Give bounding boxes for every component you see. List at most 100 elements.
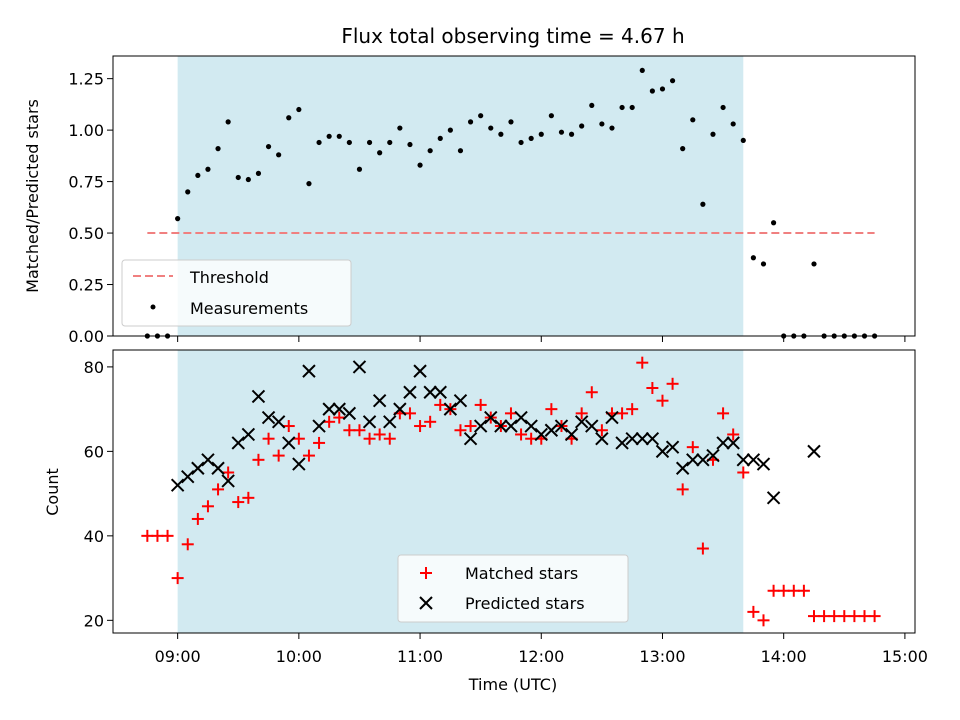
predicted-star-point	[585, 419, 599, 433]
measurement-point	[680, 146, 686, 152]
measurement-point	[447, 127, 453, 133]
matched-star-point	[818, 610, 831, 623]
x-tick-label: 10:00	[276, 647, 322, 666]
x-tick-label: 14:00	[761, 647, 807, 666]
predicted-star-point	[574, 415, 589, 429]
y-tick-label: 80	[84, 358, 104, 377]
x-tick-label: 13:00	[639, 647, 685, 666]
predicted-star-point	[221, 474, 235, 488]
predicted-star-point	[665, 440, 680, 454]
measurement-point	[377, 150, 383, 156]
legend-matched-label: Matched stars	[465, 564, 578, 583]
matched-star-point	[454, 424, 467, 437]
predicted-star-point	[393, 402, 407, 416]
predicted-star-point	[251, 389, 266, 404]
measurement-point	[558, 129, 565, 135]
matched-star-point	[737, 466, 750, 479]
measurement-point	[366, 139, 373, 146]
measurement-point	[235, 174, 241, 181]
predicted-star-point	[736, 453, 750, 467]
y-tick-label: 60	[84, 442, 104, 461]
bottom-legend: Matched stars Predicted stars	[397, 554, 629, 623]
predicted-star-point	[746, 453, 761, 467]
legend-predicted-swatch	[419, 596, 433, 610]
measurement-point	[649, 88, 655, 94]
measurement-point	[720, 104, 726, 111]
measurement-point	[185, 189, 191, 195]
predicted-star-point	[261, 410, 276, 425]
matched-star-point	[201, 500, 214, 513]
predicted-star-point	[403, 385, 417, 399]
matched-star-point	[545, 403, 558, 416]
matched-star-point	[181, 538, 194, 551]
measurement-point	[387, 139, 393, 146]
matched-star-point	[474, 398, 487, 411]
predicted-star-point	[362, 415, 377, 429]
matched-star-point	[717, 407, 730, 420]
predicted-star-point	[302, 364, 316, 378]
matched-star-point	[242, 491, 255, 504]
measurement-point	[255, 170, 262, 176]
measurement-point	[488, 125, 494, 131]
matched-star-point	[595, 424, 608, 437]
predicted-star-point	[423, 385, 437, 399]
y-tick-label: 0.50	[68, 224, 104, 243]
predicted-star-point	[181, 470, 195, 484]
matched-star-point	[515, 428, 528, 441]
predicted-star-point	[463, 431, 478, 446]
predicted-star-point	[716, 436, 730, 450]
matched-star-point	[343, 424, 356, 437]
chart-title: Flux total observing time = 4.67 h	[341, 24, 684, 48]
measurement-point	[195, 172, 201, 179]
matched-star-point	[403, 407, 416, 420]
measurement-point	[629, 104, 635, 111]
measurement-point	[740, 137, 746, 144]
measurement-point	[346, 139, 352, 146]
measurement-point	[276, 152, 282, 158]
matched-star-point	[464, 420, 477, 433]
matched-star-point	[161, 529, 174, 542]
matched-star-point	[292, 432, 305, 445]
measurement-point	[760, 261, 767, 267]
matched-star-point	[747, 605, 760, 618]
predicted-star-point	[342, 406, 357, 421]
measurement-point	[619, 104, 625, 111]
matched-star-point	[676, 483, 689, 496]
predicted-star-point	[564, 427, 579, 442]
measurement-point	[579, 123, 585, 129]
measurement-point	[568, 131, 575, 137]
top-panel-frame	[112, 55, 916, 337]
predicted-star-point	[170, 478, 185, 492]
measurement-point	[427, 148, 433, 154]
measurement-point	[225, 119, 231, 125]
predicted-star-point	[352, 360, 367, 374]
predicted-star-point	[696, 453, 710, 467]
matched-star-point	[686, 441, 699, 454]
matched-star-point	[838, 610, 851, 623]
y-tick-label: 0.75	[68, 173, 104, 192]
matched-star-point	[434, 398, 447, 411]
matched-star-point	[353, 424, 366, 437]
matched-star-point	[868, 610, 881, 623]
measurement-point	[478, 113, 484, 119]
predicted-star-point	[675, 461, 690, 475]
top-legend-box	[121, 259, 352, 327]
legend-measurements-label: Measurements	[190, 299, 308, 318]
matched-star-point	[727, 428, 740, 441]
measurement-point	[205, 166, 211, 172]
matched-star-point	[191, 512, 204, 525]
matched-star-point	[383, 432, 396, 445]
matched-star-point	[504, 407, 517, 420]
matched-star-point	[525, 432, 538, 445]
predicted-star-point	[686, 453, 700, 467]
legend-measurements-swatch	[150, 304, 156, 310]
measurement-point	[659, 86, 666, 92]
matched-star-point	[302, 449, 315, 462]
measurement-point	[669, 78, 676, 84]
predicted-star-point	[191, 461, 205, 475]
bottom-panel-ylabel: Count	[43, 468, 62, 516]
measurement-point	[457, 148, 464, 154]
measurement-point	[265, 143, 272, 150]
predicted-star-point	[292, 457, 306, 471]
matched-star-point	[313, 436, 326, 449]
